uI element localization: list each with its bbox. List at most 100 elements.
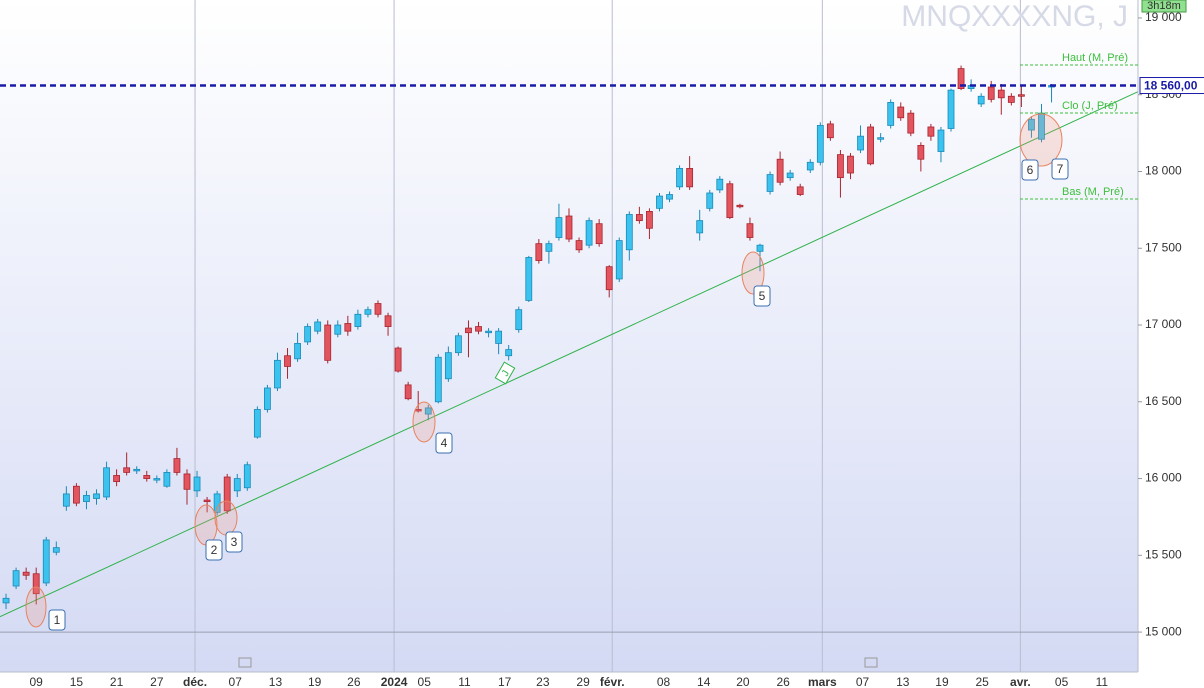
y-tick-label: 15 000 [1145,624,1182,638]
annotation-box [225,531,243,553]
x-tick-label: avr. [1010,675,1031,688]
candle-body [12,570,20,587]
y-tick-label: 17 500 [1145,240,1182,254]
candle-body [696,220,704,234]
candle-body [113,475,121,483]
candle-body [374,303,382,315]
candle-body [907,112,915,134]
candle-body [42,539,50,584]
candle-body [22,571,30,576]
candle-body [957,68,965,89]
plot-layer [0,0,1139,672]
x-tick-label: 23 [536,675,550,688]
timer-badge [1141,0,1187,13]
candle-body [535,243,543,261]
y-tick-label: 16 500 [1145,394,1182,408]
candle-body [766,174,774,192]
highlight [25,586,47,628]
candle-body [605,266,613,291]
candle-body [394,347,402,372]
candle-body [183,473,191,490]
candle-body [706,192,714,209]
candle-body [545,243,553,252]
candle-body [324,324,332,361]
annotation: 2 [211,543,218,557]
annotation: 3 [231,535,238,549]
x-tick-label: 07 [229,675,243,688]
candle-body [2,597,10,604]
candle-body [585,220,593,246]
candle-body [635,214,643,222]
x-tick-label: 17 [498,675,512,688]
x-tick-label: févr. [600,675,625,688]
candle-body [686,168,694,188]
level-label: Bas (M, Pré) [1062,186,1124,198]
candle-body [123,467,131,473]
candle-body [253,409,261,438]
candle-body [847,155,854,174]
candle-body [857,135,864,151]
candle-body [485,330,492,334]
candle-body [163,472,171,487]
candle-body [455,335,462,354]
x-tick-label: 14 [697,675,711,688]
candle-body [344,323,352,332]
x-tick-label: 26 [347,675,361,688]
candle-body [304,326,312,343]
x-tick-label: 26 [776,675,790,688]
annotation: 5 [759,289,766,303]
candle-body [505,349,513,357]
annotation: 6 [1027,163,1034,177]
x-tick-label: 11 [458,675,471,688]
candle-body [465,327,472,334]
highlight [214,500,238,536]
candle-body [837,154,844,179]
trend-label-text: J [500,369,512,379]
level-label: Haut (M, Pré) [1062,52,1128,64]
candle-body [555,217,563,238]
x-tick-label: 05 [1055,675,1069,688]
candle-body [756,244,764,252]
candle-body [1017,94,1025,97]
x-tick-label: 29 [576,675,590,688]
candle-body [364,309,372,315]
chart-title: MNQXXXXNG, J [901,0,1128,33]
candle-body [806,161,814,171]
trend-line [0,91,1139,618]
x-tick-label: 08 [657,675,671,688]
candle-body [314,321,322,332]
icons [238,657,878,668]
x-tick-label: 25 [975,675,989,688]
annotation: 4 [441,436,448,450]
price-label: 18 560,00 [1144,79,1198,93]
candle-body [877,137,885,140]
x-tick-label: 15 [70,675,84,688]
trend-label-box [494,361,516,385]
annotation-box [1051,158,1069,180]
candle-body [676,168,683,188]
candle-body [173,458,181,473]
candle-body [193,476,201,492]
candle-body [937,129,945,152]
candle-body [153,478,161,481]
candle-body [826,123,834,139]
candle-body [404,384,412,400]
candle-body [274,359,281,389]
candle-body [223,476,231,512]
x-tick-label: déc. [183,675,207,688]
candle-body [977,95,985,105]
candle-body [776,158,784,183]
candle-body [565,215,573,240]
candle-body [726,183,734,218]
candle-body [334,324,342,335]
candle-body [354,313,362,327]
candle-body [716,178,724,191]
candle-body [62,493,70,507]
candle-body [133,468,141,472]
candle-body [796,186,804,195]
annotation: 7 [1057,162,1064,176]
candle-body [987,86,995,100]
candle-body [746,223,754,238]
candle-body [384,315,392,327]
